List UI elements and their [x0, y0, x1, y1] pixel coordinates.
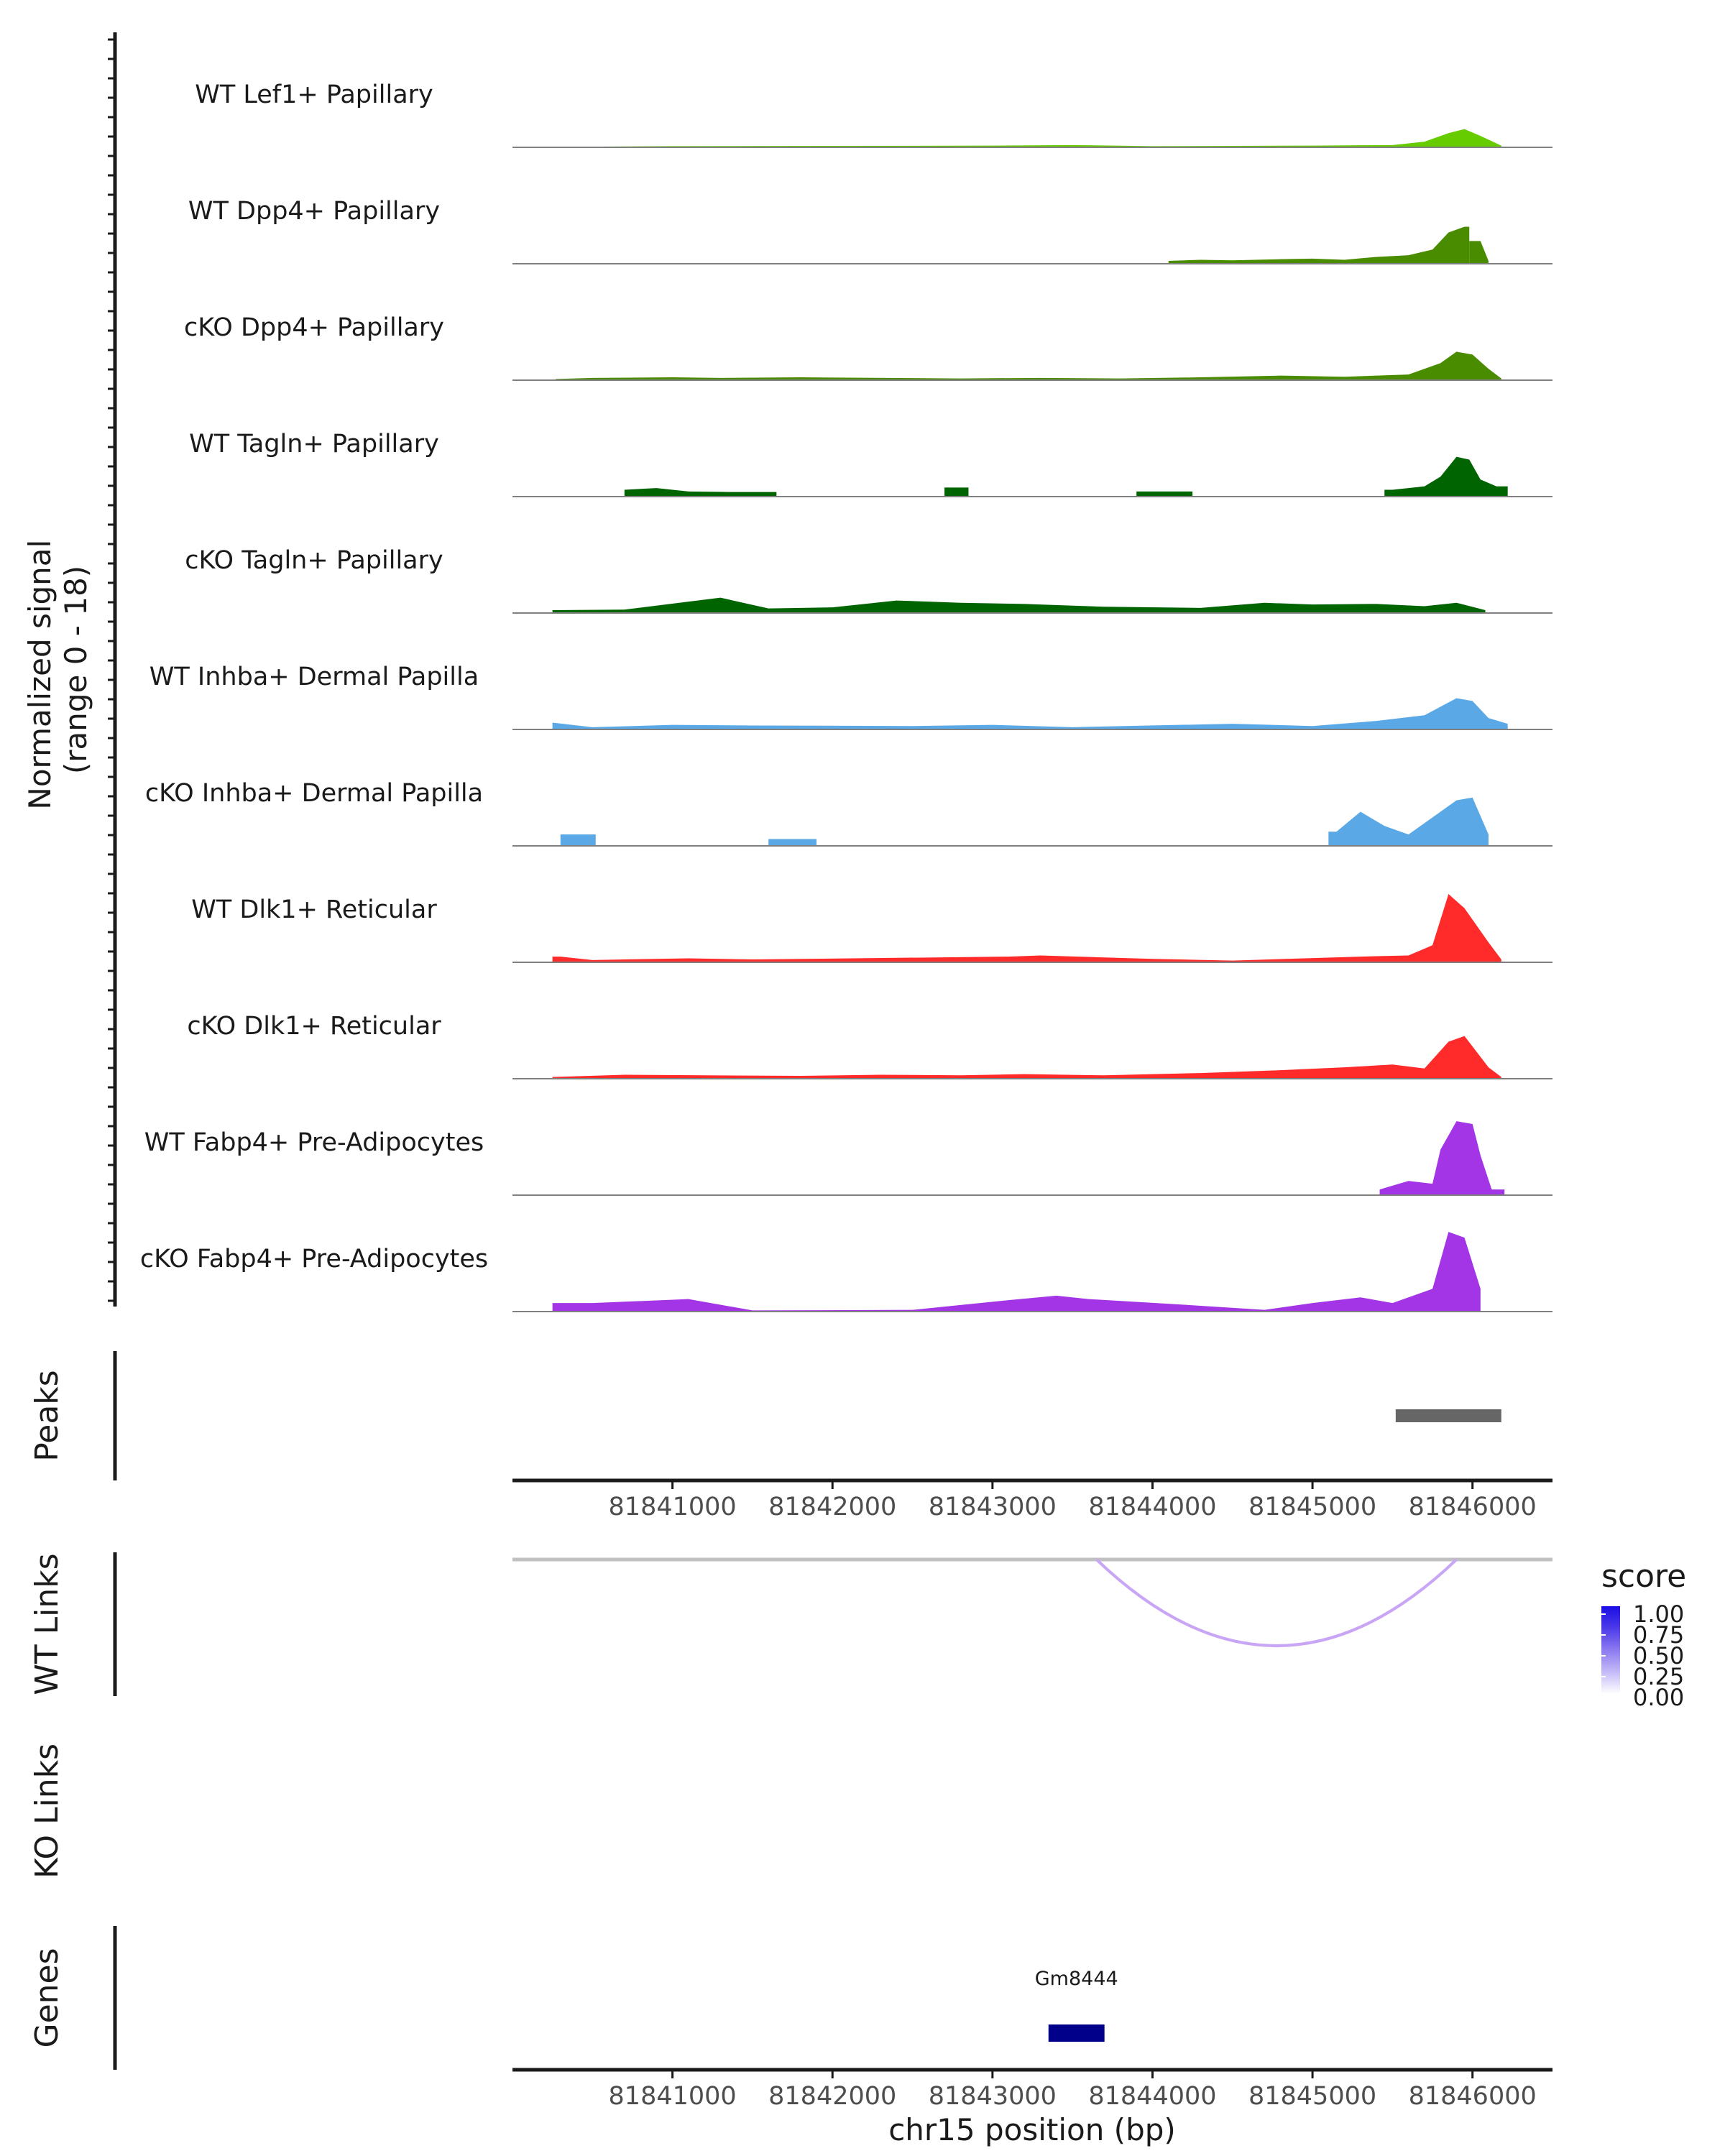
gene-models: Gm8444: [1035, 1968, 1118, 2042]
track-label: WT Fabp4+ Pre-Adipocytes: [144, 1128, 484, 1157]
track-cko-dlk1-reticular: cKO Dlk1+ Reticular: [187, 1012, 1552, 1079]
coverage-area: [1469, 241, 1489, 264]
genes-panel: Genes Gm8444 81841000 81842000 81843000 818…: [29, 1926, 1552, 2147]
coverage-area: [1384, 456, 1508, 497]
coverage-area: [768, 839, 816, 846]
x-tick-label: 81841000: [609, 1493, 737, 1521]
wt-link-arcs: [1095, 1558, 1458, 1647]
legend-label: 0.50: [1633, 1642, 1684, 1669]
coverage-area: [1136, 491, 1193, 497]
track-label: cKO Dlk1+ Reticular: [187, 1012, 441, 1041]
wt-links-panel: WT Links: [29, 1552, 1552, 1696]
coverage-area: [552, 597, 1486, 613]
legend-label: 1.00: [1633, 1600, 1684, 1628]
x-axis-ticks-peaks: 81841000 81842000 81843000 81844000 81845000…: [609, 1480, 1537, 1521]
signal-axis-ticks: [108, 38, 115, 1302]
legend-color-bar: [1601, 1606, 1620, 1694]
signal-axis-title: Normalized signal (range 0 - 18): [22, 530, 93, 809]
x-tick-label: 81844000: [1088, 2082, 1216, 2111]
coverage-area: [1168, 226, 1470, 264]
x-axis-title: chr15 position (bp): [888, 2112, 1176, 2147]
track-label: cKO Fabp4+ Pre-Adipocytes: [140, 1245, 488, 1273]
x-tick-label: 81845000: [1248, 2082, 1376, 2111]
genes-panel-title: Genes: [29, 1948, 65, 2047]
coverage-area: [552, 894, 1501, 962]
coverage-area: [552, 1232, 1481, 1312]
ko-links-panel-title: KO Links: [29, 1743, 65, 1879]
coverage-area: [944, 487, 969, 497]
coverage-area: [552, 1036, 1501, 1079]
ko-links-panel: KO Links: [29, 1743, 65, 1879]
x-tick-label: 81843000: [929, 2082, 1057, 2111]
peak-ranges: [1395, 1409, 1501, 1422]
peak-range: [1395, 1409, 1501, 1422]
track-cko-dpp4-papillary: cKO Dpp4+ Papillary: [184, 313, 1552, 381]
signal-axis-title-line2: (range 0 - 18): [58, 566, 93, 774]
wt-link-arc: [1095, 1558, 1458, 1647]
coverage-area: [1379, 1121, 1505, 1195]
legend-labels: 1.000.750.500.250.00: [1601, 1600, 1684, 1711]
track-label: WT Dpp4+ Papillary: [188, 197, 440, 226]
coverage-area: [1328, 797, 1489, 846]
wt-links-panel-title: WT Links: [29, 1553, 65, 1695]
track-wt-dlk1-reticular: WT Dlk1+ Reticular: [191, 894, 1552, 963]
coverage-area: [560, 834, 596, 846]
gene-label: Gm8444: [1035, 1968, 1118, 1990]
legend-label: 0.75: [1633, 1621, 1684, 1649]
x-tick-label: 81843000: [929, 1493, 1057, 1521]
track-label: WT Lef1+ Papillary: [195, 80, 433, 109]
signal-axis: Normalized signal (range 0 - 18): [22, 32, 117, 1307]
coverage-area: [624, 488, 777, 497]
coverage-area: [552, 698, 1508, 729]
x-tick-label: 81845000: [1248, 1493, 1376, 1521]
signal-axis-title-line1: Normalized signal: [22, 540, 58, 810]
coverage-area: [556, 351, 1501, 380]
legend-label: 0.25: [1633, 1663, 1684, 1690]
x-tick-label: 81842000: [768, 2082, 896, 2111]
x-tick-label: 81844000: [1088, 1493, 1216, 1521]
x-tick-label: 81846000: [1409, 2082, 1537, 2111]
x-tick-label: 81842000: [768, 1493, 896, 1521]
track-wt-tagln-papillary: WT Tagln+ Papillary: [189, 430, 1552, 497]
track-wt-fabp4-pre-adipocytes: WT Fabp4+ Pre-Adipocytes: [144, 1121, 1552, 1196]
track-cko-tagln-papillary: cKO Tagln+ Papillary: [185, 546, 1552, 614]
track-wt-dpp4-papillary: WT Dpp4+ Papillary: [188, 197, 1552, 264]
track-wt-inhba-dermal-papilla: WT Inhba+ Dermal Papilla: [150, 663, 1552, 730]
x-axis-ticks-genes: 81841000 81842000 81843000 81844000 81845000…: [609, 2070, 1537, 2111]
peaks-panel: Peaks 81841000 81842000 81843000 81844000 81…: [29, 1351, 1552, 1521]
track-label: WT Tagln+ Papillary: [189, 430, 439, 459]
track-label: WT Dlk1+ Reticular: [191, 895, 437, 924]
score-legend: score 1.000.750.500.250.00: [1601, 1558, 1686, 1711]
x-tick-label: 81841000: [609, 2082, 737, 2111]
coverage-tracks: WT Lef1+ Papillary WT Dpp4+ Papillary cKO …: [140, 80, 1552, 1312]
coverage-area: [573, 129, 1501, 147]
x-tick-label: 81846000: [1409, 1493, 1537, 1521]
track-label: cKO Dpp4+ Papillary: [184, 313, 444, 342]
track-wt-lef1-papillary: WT Lef1+ Papillary: [195, 80, 1552, 148]
legend-label: 0.00: [1633, 1684, 1684, 1711]
track-cko-fabp4-pre-adipocytes: cKO Fabp4+ Pre-Adipocytes: [140, 1232, 1552, 1312]
peaks-panel-title: Peaks: [29, 1370, 65, 1461]
legend-title: score: [1601, 1558, 1686, 1595]
track-label: cKO Tagln+ Papillary: [185, 546, 443, 575]
gene-body: [1048, 2024, 1105, 2042]
track-cko-inhba-dermal-papilla: cKO Inhba+ Dermal Papilla: [145, 779, 1552, 847]
track-label: cKO Inhba+ Dermal Papilla: [145, 779, 483, 808]
track-label: WT Inhba+ Dermal Papilla: [150, 663, 479, 691]
